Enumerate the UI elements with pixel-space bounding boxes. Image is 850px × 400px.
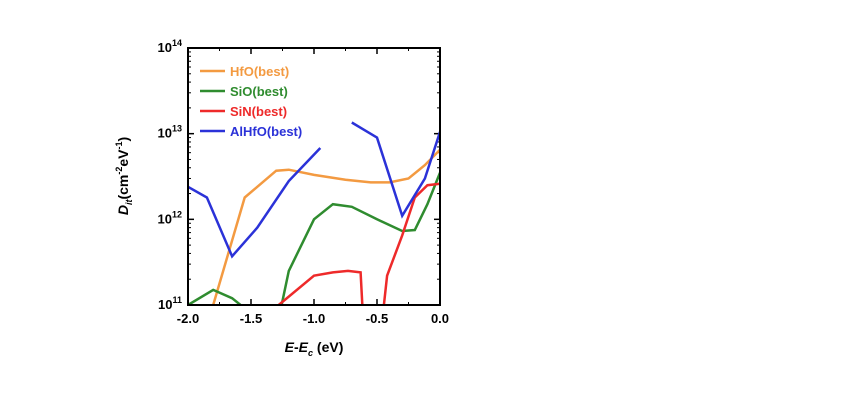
y-tick-label: 1012 — [158, 209, 182, 226]
x-axis-label: E-Ec (eV) — [285, 339, 344, 358]
legend-entry-hfo-best: HfO(best) — [230, 64, 289, 79]
plot-frame — [187, 47, 441, 306]
series-line-alhfo-best — [188, 147, 322, 259]
y-tick-label: 1011 — [158, 295, 182, 312]
y-tick-label: 1013 — [158, 124, 182, 141]
y-axis-label: Dit(cm-2eV-1) — [114, 137, 134, 215]
x-tick-label: -1.5 — [240, 311, 262, 326]
legend: HfO(best) SiO(best) SiN(best) AlHfO(best) — [200, 64, 302, 139]
series-line-hfo-best — [211, 148, 440, 305]
axis-ticks — [187, 47, 441, 306]
y-tick-label: 1014 — [158, 38, 182, 55]
series-line-alhfo-best — [351, 121, 440, 219]
x-tick-label: 0.0 — [431, 311, 449, 326]
series-lines — [188, 121, 440, 305]
x-tick-label: -2.0 — [177, 311, 199, 326]
y-tick-labels: 1011 1012 1013 1014 — [158, 38, 182, 312]
x-tick-labels: -2.0 -1.5 -1.0 -0.5 0.0 — [177, 311, 449, 326]
x-tick-label: -0.5 — [366, 311, 388, 326]
legend-entry-sio-best: SiO(best) — [230, 84, 288, 99]
x-tick-label: -1.0 — [303, 311, 325, 326]
series-line-sio-best — [188, 172, 440, 305]
legend-entry-sin-best: SiN(best) — [230, 104, 287, 119]
legend-entry-alhfo-best: AlHfO(best) — [230, 124, 302, 139]
series-line-sin-best — [277, 182, 440, 305]
